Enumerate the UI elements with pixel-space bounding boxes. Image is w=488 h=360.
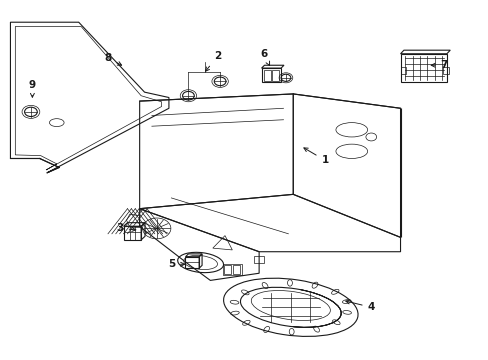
Bar	[224, 265, 231, 274]
Bar	[443, 67, 448, 74]
Bar	[271, 70, 279, 81]
Text: 6: 6	[260, 49, 269, 66]
Bar	[185, 257, 199, 268]
Text: 1: 1	[303, 148, 328, 165]
Bar	[400, 67, 406, 74]
Bar	[261, 68, 281, 82]
Text: 7: 7	[430, 60, 447, 70]
Text: 4: 4	[345, 300, 374, 312]
Bar	[123, 226, 141, 240]
Bar	[222, 264, 242, 275]
Bar	[232, 265, 240, 274]
Bar	[400, 54, 446, 82]
Text: 2: 2	[205, 51, 221, 71]
Bar	[263, 70, 270, 81]
Bar	[254, 256, 264, 263]
Text: 8: 8	[104, 53, 122, 65]
Text: 5: 5	[167, 259, 184, 269]
Text: 9: 9	[29, 80, 36, 97]
Text: 3: 3	[116, 224, 136, 233]
